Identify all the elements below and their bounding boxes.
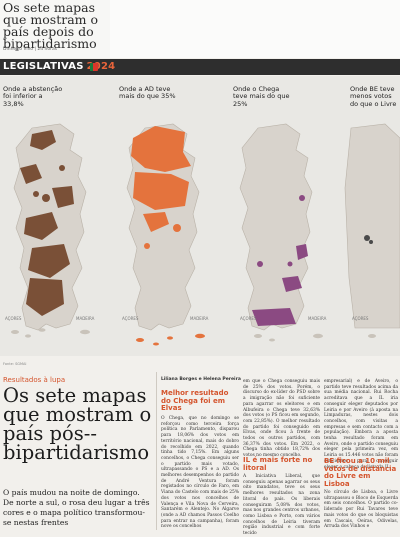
mini-subtitle: Dinheiro Vivo | 24 horas [3, 47, 58, 52]
island-label: MADEIRA [76, 316, 95, 321]
mini-title: Os sete mapas que mostram o país depois … [3, 0, 99, 51]
byline: Liliana Borges e Helena Pereira [161, 377, 241, 382]
subhead-il: IL é mais forte no litoral [243, 456, 313, 472]
map3-regions [252, 195, 308, 326]
body-col3b: No círculo de Lisboa, o Livre ultrapasso… [324, 490, 398, 530]
section-year: 2024 [86, 61, 116, 72]
island-label: AÇORES [352, 316, 369, 321]
section-label: LEGISLATIVAS 2024 [3, 61, 115, 72]
map2-regions [131, 126, 191, 249]
map3-outline [239, 123, 313, 331]
map3-label: Onde o Chega teve mais do que 25% [233, 85, 290, 108]
map1-regions [20, 130, 74, 316]
island-insets [11, 328, 376, 346]
section-bar [0, 59, 400, 75]
island-label: AÇORES [122, 316, 139, 321]
map1-label: Onde a abstenção foi inferior a 33,8% [3, 85, 63, 108]
island-label: MADEIRA [308, 316, 327, 321]
kicker: Resultados à lupa [3, 376, 66, 384]
map2-label: Onde a AD teve mais do que 35% [119, 85, 176, 101]
portugal-flag-icon [90, 63, 98, 71]
body-col3a: empresarial) e de Aveiro, o partido teve… [324, 379, 398, 470]
island-label: AÇORES [240, 316, 257, 321]
top-right-blank [110, 0, 400, 58]
body-col2b: A Iniciativa Liberal, que conseguiu apen… [243, 474, 320, 537]
section-name: LEGISLATIVAS [3, 61, 84, 72]
island-label: AÇORES [5, 316, 22, 321]
body-col2a: em que o Chega conseguiu mais de 25% dos… [243, 379, 320, 459]
column-divider [156, 372, 157, 530]
lede: O país mudou na noite de domingo. De nor… [3, 488, 150, 527]
map4-outline [344, 123, 400, 329]
headline: Os sete mapas que mostram o país pós--bi… [3, 384, 152, 464]
subhead-be: BE ficou a 10 mil votos de distância do … [324, 457, 397, 488]
map4-regions [364, 235, 373, 244]
body-col1: O Chega, que no domingo se reforçou como… [161, 416, 239, 530]
island-label: MADEIRA [190, 316, 209, 321]
source-note: Fonte: SGMAI [3, 362, 27, 366]
subhead-chega: Melhor resultado do Chega foi em Elvas [161, 389, 229, 412]
map4-label: Onde BE teve menos votos do que o Livre [350, 85, 397, 108]
